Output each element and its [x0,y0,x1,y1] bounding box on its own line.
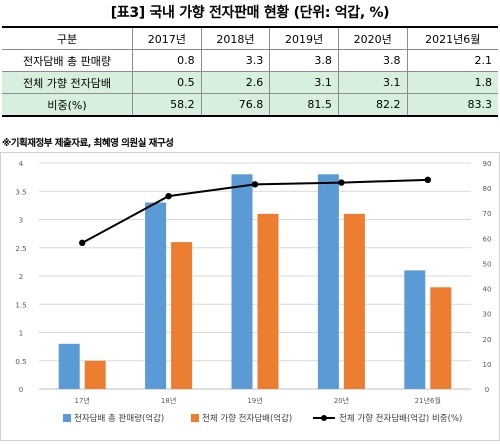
legend-label: 전체 가향 전자담배(억갑) 비중(%) [339,413,462,424]
table-cell: 1.8 [406,71,498,94]
legend-swatch-bar1 [63,414,71,422]
table-cell: 3.8 [269,49,339,72]
legend-swatch-bar2 [191,414,199,422]
bar-2 [343,213,365,389]
table-cell: 0.8 [132,49,202,72]
ratio-point [79,239,86,247]
header-cell: 2020년 [337,26,407,50]
table-cell: 2.1 [406,49,498,72]
table-cell: 83.3 [406,93,498,117]
y-left-tick-label: 0 [19,386,23,394]
table-header-row: 구분 2017년 2018년 2019년 2020년 2021년6월 [2,26,498,50]
y-right-tick-label: 80 [483,185,492,193]
row-label: 비중(%) [2,93,133,117]
y-right-tick-label: 20 [483,336,492,344]
legend-label: 전체 가향 전자담배(억갑) [202,413,292,424]
x-tick-label: 18년 [161,396,176,405]
bar-1 [404,270,426,389]
y-right-tick-label: 50 [483,260,492,268]
y-right-tick-label: 0 [485,386,489,394]
y-left-tick-label: 3.5 [15,188,26,196]
legend-label: 전자담배 총 판매량(억갑) [74,413,164,424]
bar-2 [430,287,452,389]
table-cell: 3.1 [269,71,339,94]
x-tick-label: 20년 [334,396,349,405]
y-left-tick-label: 4 [19,160,24,168]
table-cell: 81.5 [269,93,339,117]
y-left-tick-label: 2 [19,273,23,281]
y-left-tick-label: 1 [19,330,23,338]
y-right-tick-label: 30 [483,311,492,319]
x-tick-label: 21년6월 [415,396,441,405]
ratio-line [81,178,428,244]
ratio-point [424,176,431,184]
bar-2 [84,360,106,389]
header-cell: 2021년6월 [406,26,498,50]
row-label: 전체 가향 전자담배 [2,71,133,94]
page-title: [표3] 국내 가향 전자판매 현황 (단위: 억갑, %) [110,5,390,21]
table-cell: 3.8 [337,49,407,72]
y-left-tick-label: 2.5 [15,245,26,253]
y-left-tick-label: 3 [19,217,23,225]
bar-1 [145,202,167,389]
table-cell: 2.6 [200,71,270,94]
table-cell: 3.3 [200,49,270,72]
ratio-point [251,181,259,188]
bar-2 [257,213,279,389]
header-cell: 2019년 [269,26,339,50]
ratio-point [338,179,345,186]
table-cell: 76.8 [200,93,270,117]
y-right-tick-label: 60 [483,235,492,243]
y-right-tick-label: 40 [483,286,492,294]
table-row: 비중(%) 58.2 76.8 81.5 82.2 83.3 [2,93,498,117]
y-left-tick-label: 1.5 [15,301,26,309]
table-cell: 82.2 [337,93,407,117]
bar-2 [171,242,193,389]
combo-chart: 0 0.5 1 1.5 2 2.5 3 3.5 4 0 10 20 30 40 50 60 70 80 90 17년 1… [0,152,500,441]
y-right-tick-label: 10 [483,361,492,369]
data-table: 구분 2017년 2018년 2019년 2020년 2021년6월 전자담배 … [2,26,498,117]
y-right-tick-label: 70 [483,210,492,218]
bar-1 [58,343,80,389]
source-note: ※기획재정부 제출자료, 최혜영 의원실 재구성 [2,138,174,149]
bar-1 [231,174,253,389]
x-tick-label: 17년 [75,396,90,405]
row-label: 전자담배 총 판매량 [2,49,133,72]
bar-1 [317,174,339,389]
x-tick-label: 19년 [247,396,262,405]
legend-swatch-marker [321,415,327,421]
header-cell: 구분 [2,26,133,50]
table-row: 전자담배 총 판매량 0.8 3.3 3.8 3.8 2.1 [2,49,498,72]
y-right-tick-label: 90 [483,160,492,168]
header-cell: 2017년 [132,26,202,50]
ratio-point [165,192,172,200]
header-cell: 2018년 [200,26,270,50]
table-row: 전체 가향 전자담배 0.5 2.6 3.1 3.1 1.8 [2,71,498,94]
table-cell: 3.1 [337,71,407,94]
table-cell: 0.5 [132,71,202,94]
table-cell: 58.2 [132,93,202,117]
y-left-tick-label: 0.5 [15,358,26,366]
